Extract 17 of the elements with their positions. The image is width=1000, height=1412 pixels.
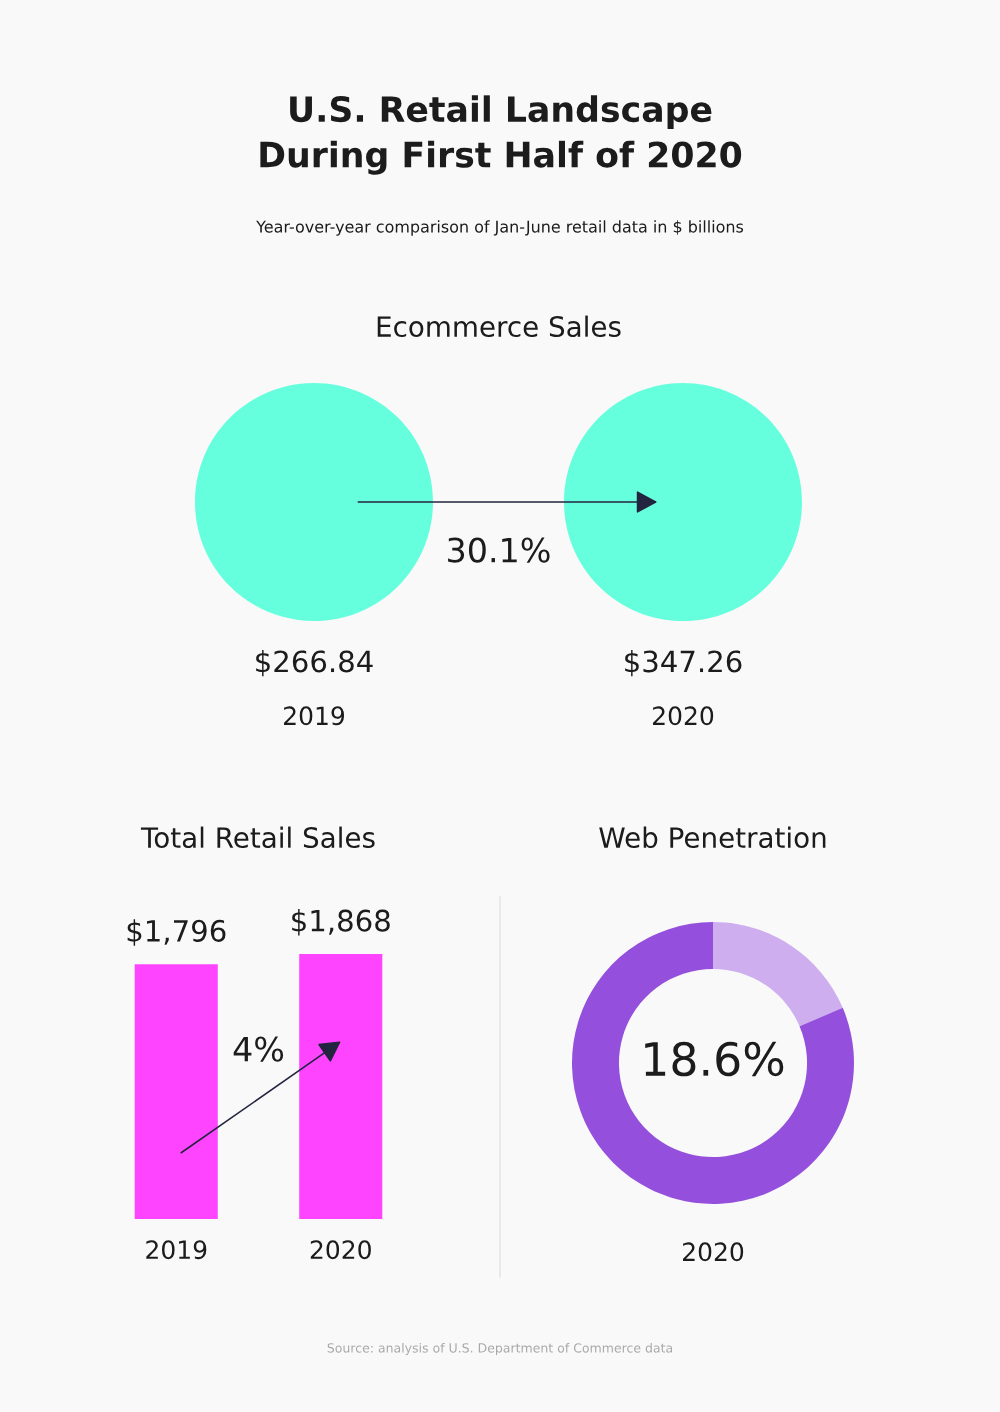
- data-label: $266.84: [256, 649, 373, 677]
- text: Ecommerce Sales: [377, 315, 621, 338]
- donut-slice: [713, 922, 843, 1027]
- donut-slice: [572, 922, 854, 1204]
- text: 18.6%: [645, 1041, 784, 1077]
- category-label: 2020: [653, 706, 714, 726]
- text: U.S. Retail Landscape During First Half of 2020: [260, 95, 742, 175]
- chart-title: Total Retail Sales: [140, 826, 375, 849]
- annotation: 4%: [233, 1036, 284, 1062]
- source-note: Source: analysis of U.S. Department of Commerce data: [327, 1342, 673, 1356]
- chart-title: Web Penetration: [599, 826, 826, 849]
- text: Year-over-year comparison of Jan-June retail data in $ billions: [256, 220, 744, 236]
- data-label: $347.26: [625, 649, 742, 677]
- data-label: $1,796: [127, 919, 226, 946]
- category-label: 2019: [284, 706, 345, 726]
- data-label: $1,868: [292, 909, 390, 936]
- text: 30.1%: [448, 537, 550, 563]
